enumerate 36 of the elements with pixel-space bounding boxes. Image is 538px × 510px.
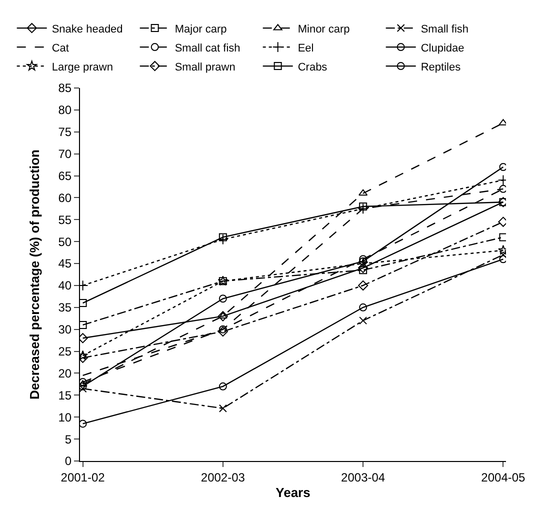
y-tick-label: 30 (58, 322, 72, 337)
x-tick-label: 2001-02 (60, 470, 106, 484)
legend-label: Clupidae (420, 42, 464, 54)
y-tick-label: 35 (58, 300, 72, 315)
legend-label: Minor carp (298, 23, 350, 36)
y-tick-label: 55 (58, 212, 72, 227)
y-tick-label: 45 (58, 256, 72, 271)
x-tick-label: 2004-05 (481, 470, 526, 484)
y-tick-label: 70 (58, 147, 72, 162)
y-tick-label: 15 (58, 388, 72, 402)
legend-label: Small fish (420, 23, 469, 36)
x-tick-label: 2002-03 (200, 470, 246, 484)
legend-label: Small cat fish (174, 42, 240, 54)
legend-label: Major carp (174, 23, 227, 36)
y-tick-label: 80 (58, 103, 72, 118)
legend-label: Eel (298, 42, 314, 54)
x-tick-label: 2003-04 (341, 470, 386, 484)
y-tick-label: 85 (58, 81, 72, 96)
y-tick-label: 25 (58, 344, 72, 358)
legend-label: Large prawn (52, 61, 113, 74)
legend-label: Snake headed (52, 23, 123, 36)
y-tick-label: 75 (58, 125, 72, 140)
x-axis-title: Years (276, 485, 310, 500)
y-tick-label: 10 (58, 410, 72, 424)
y-axis-title: Decreased percentage (%) of production (27, 149, 42, 400)
y-tick-label: 65 (58, 168, 72, 183)
y-tick-label: 50 (58, 234, 72, 249)
legend-label: Cat (52, 42, 69, 54)
y-tick-label: 5 (64, 432, 72, 446)
y-tick-label: 20 (58, 366, 72, 380)
y-tick-label: 40 (58, 278, 72, 293)
legend-label: Small prawn (174, 61, 236, 74)
legend-label: Reptiles (420, 61, 462, 74)
legend-label: Crabs (298, 61, 328, 74)
y-tick-label: 0 (64, 454, 72, 468)
y-tick-label: 60 (58, 190, 72, 205)
